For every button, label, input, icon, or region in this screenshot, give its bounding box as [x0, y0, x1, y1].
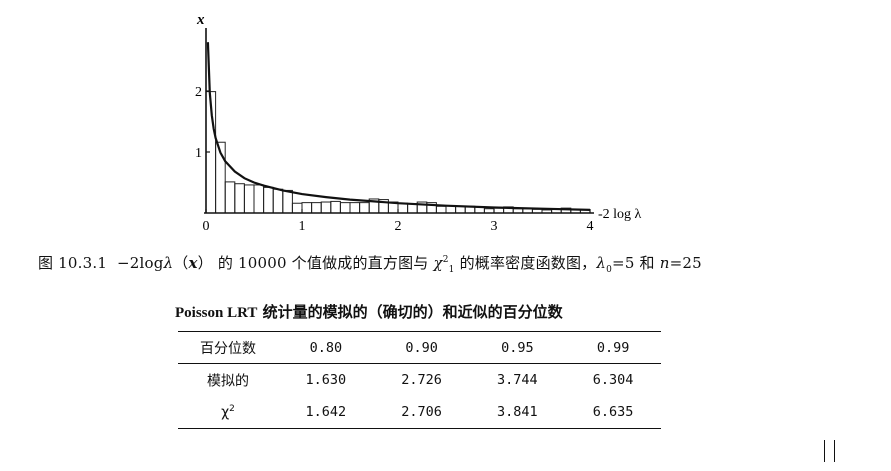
column-header: 0.95	[469, 331, 566, 364]
table-header-row: 百分位数 0.80 0.90 0.95 0.99	[178, 331, 661, 364]
histogram-bar	[330, 200, 341, 214]
table-cell: 1.630	[305, 372, 347, 388]
caption-tail-1: 的概率密度函数图，	[459, 254, 597, 272]
caption-chi-sub: 1	[448, 265, 455, 275]
histogram-bar	[234, 183, 245, 214]
table-cell: 3.744	[497, 372, 538, 388]
caption-arg: x	[188, 254, 198, 272]
caption-paren-open: （	[173, 254, 189, 272]
histogram-bar	[435, 205, 447, 214]
table-cell: 2.726	[401, 372, 442, 388]
histogram-bar	[339, 202, 351, 214]
caption-tail-2: =5 和	[612, 254, 655, 272]
y-tick-label: 1	[195, 146, 202, 161]
caption-middle: 的 10000 个值做成的直方图与	[217, 254, 429, 272]
y-axis-label: x	[196, 12, 205, 28]
caption-tail-3: =25	[669, 254, 702, 272]
histogram-bar	[224, 181, 236, 214]
caption-paren-close: ）	[197, 254, 213, 272]
table-title: Poisson LRT 统计量的模拟的（确切的）和近似的百分位数	[175, 301, 563, 322]
table-row-simulated: 模拟的 1.630 2.726 3.744 6.304	[178, 364, 661, 397]
row-label: 模拟的	[207, 373, 249, 390]
histogram-bar	[311, 202, 322, 214]
table-cell: 2.706	[373, 396, 470, 429]
histogram-bars	[205, 91, 591, 214]
header-label: 百分位数	[178, 331, 278, 364]
row-label: χ2	[178, 396, 278, 429]
table-cell: 6.635	[565, 396, 661, 429]
x-tick-label: 2	[395, 219, 402, 234]
y-tick-label: 2	[195, 85, 202, 100]
caption-lambda0-sub: 0	[606, 265, 613, 275]
column-header: 0.80	[278, 331, 374, 364]
x-axis-label: -2 log λ	[598, 207, 642, 222]
histogram-bar	[301, 202, 313, 214]
x-tick-label: 4	[587, 219, 594, 234]
x-tick-label: 0	[203, 219, 210, 234]
percentile-table: 百分位数 0.80 0.90 0.95 0.99 模拟的 1.630 2.726…	[178, 331, 661, 429]
page-edge-mark	[824, 440, 835, 462]
histogram-bar	[291, 202, 303, 214]
histogram-bar	[272, 188, 284, 214]
histogram-bar	[282, 189, 293, 214]
x-tick-label: 3	[491, 219, 498, 234]
caption-prefix: 图 10.3.1	[38, 254, 108, 272]
y-ticks: 12	[195, 85, 210, 161]
column-header: 0.99	[565, 331, 661, 364]
histogram-bar	[243, 184, 255, 214]
x-ticks: 0 1 2 3 4	[203, 209, 594, 234]
table-row-chi-square: χ2 1.642 2.706 3.841 6.635	[178, 396, 661, 429]
caption-chi-sup: 2	[442, 255, 449, 265]
figure-caption: 图 10.3.1 −2logλ（x） 的 10000 个值做成的直方图与 χ21…	[38, 252, 702, 275]
table-cell: 3.841	[469, 396, 566, 429]
caption-n: n	[659, 254, 670, 272]
table-title-latin: Poisson LRT	[175, 305, 258, 321]
density-curve	[206, 42, 591, 211]
column-header: 0.90	[373, 331, 470, 364]
caption-lambda: λ	[163, 254, 174, 272]
histogram-bar	[359, 202, 370, 214]
table-cell: 1.642	[278, 396, 374, 429]
caption-minus: −2log	[117, 254, 164, 272]
histogram-bar	[253, 184, 265, 214]
caption-chi: χ	[433, 254, 443, 272]
caption-lambda0: λ	[596, 254, 607, 272]
histogram-bar	[320, 201, 332, 214]
x-tick-label: 1	[299, 219, 306, 234]
table-title-rest: 统计量的模拟的（确切的）和近似的百分位数	[262, 303, 563, 321]
histogram-bar	[349, 202, 361, 214]
histogram-bar	[263, 186, 274, 214]
table-cell: 6.304	[592, 372, 634, 388]
